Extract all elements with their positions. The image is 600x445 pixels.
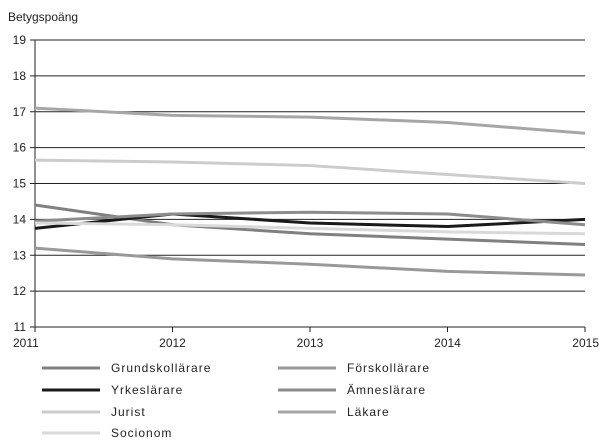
x-tick-label: 2012 [159,336,186,350]
series-line-ämneslärare [34,210,586,227]
y-tick-label: 15 [13,177,27,191]
x-tick-label: 2015 [572,336,599,350]
legend-label: Socionom [111,426,172,440]
series-line-socionom [34,221,586,236]
series-line-läkare [34,106,586,135]
x-tick-label: 2013 [297,336,324,350]
y-tick-label: 17 [13,105,27,119]
y-tick-label: 18 [13,69,27,83]
y-axis-label: Betygspoäng [8,10,78,24]
y-tick-label: 16 [13,141,27,155]
legend-label: Läkare [347,405,390,419]
legend: Grundskollärare Förskollärare Yrkeslärare Ä… [42,361,430,440]
y-axis: 11 12 13 14 15 16 17 18 19 [13,33,36,334]
y-tick-label: 12 [13,284,27,298]
legend-label: Ämneslärare [347,383,426,397]
series-line-jurist [34,158,586,185]
x-axis: 2011 2012 2013 2014 2015 [13,327,599,350]
legend-label: Jurist [111,405,146,419]
series-lines [34,106,586,277]
y-tick-label: 19 [13,33,27,47]
series-line-yrkeslärare [34,212,586,230]
gridlines [35,39,585,328]
x-tick-label: 2014 [434,336,461,350]
series-line-förskollärare [34,246,586,277]
y-tick-label: 13 [13,248,27,262]
legend-label: Yrkeslärare [111,383,183,397]
legend-label: Grundskollärare [111,361,211,375]
y-tick-label: 11 [14,320,27,334]
x-tick-label: 2011 [13,336,39,350]
y-tick-label: 14 [13,212,27,226]
legend-label: Förskollärare [347,361,430,375]
